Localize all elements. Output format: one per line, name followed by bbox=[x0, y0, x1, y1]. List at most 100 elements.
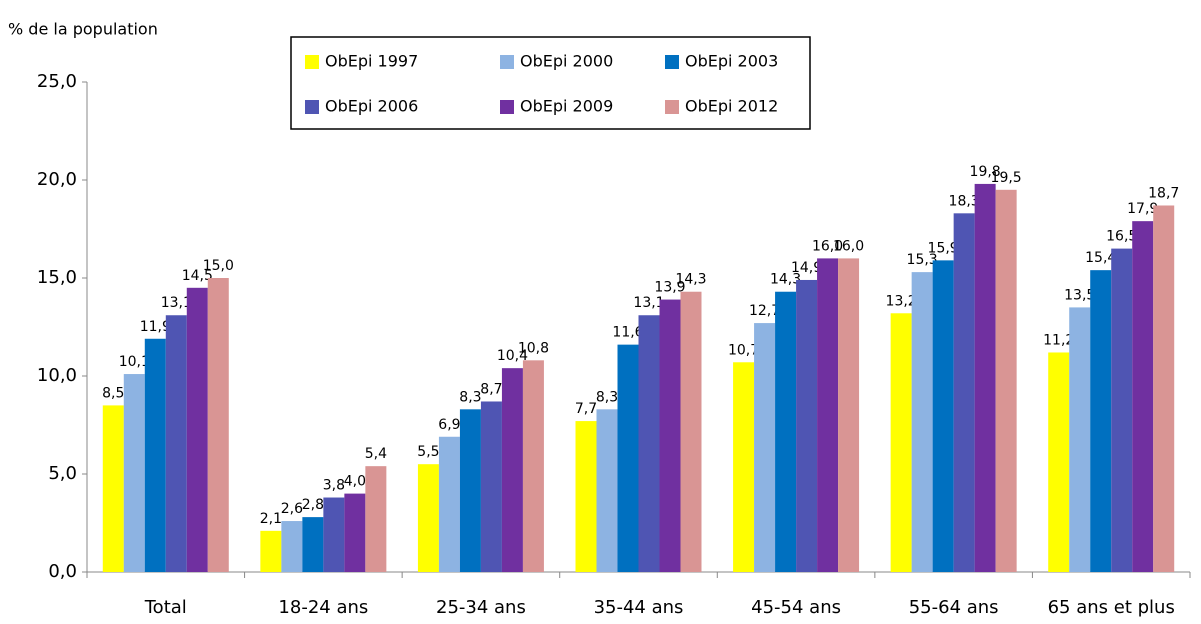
value-label: 8,5 bbox=[102, 385, 124, 401]
y-tick-label: 15,0 bbox=[37, 267, 77, 288]
bar bbox=[501, 368, 523, 572]
value-label: 6,9 bbox=[438, 417, 460, 433]
value-label: 5,4 bbox=[365, 446, 387, 462]
y-tick-label: 25,0 bbox=[37, 71, 77, 92]
value-label: 13,1 bbox=[633, 295, 664, 311]
bar bbox=[890, 313, 912, 572]
bar bbox=[1132, 221, 1154, 572]
bar bbox=[775, 291, 797, 572]
bar bbox=[323, 497, 345, 572]
legend-swatch bbox=[305, 55, 319, 69]
value-label: 3,8 bbox=[323, 478, 345, 494]
bar bbox=[165, 315, 187, 572]
value-label: 2,6 bbox=[281, 501, 303, 517]
value-label: 11,9 bbox=[140, 319, 171, 335]
bar bbox=[733, 362, 755, 572]
value-label: 11,6 bbox=[612, 325, 643, 341]
value-label: 15,3 bbox=[907, 252, 938, 268]
bar bbox=[302, 517, 324, 572]
x-tick-label: 55-64 ans bbox=[909, 597, 999, 618]
value-label: 2,8 bbox=[302, 497, 324, 513]
value-label: 10,7 bbox=[728, 342, 759, 358]
bar bbox=[1153, 205, 1175, 573]
x-tick-label: 25-34 ans bbox=[436, 597, 526, 618]
value-label: 16,0 bbox=[833, 238, 864, 254]
y-axis-label: % de la population bbox=[8, 20, 158, 39]
legend-box bbox=[290, 36, 811, 130]
bar bbox=[260, 530, 282, 572]
bar bbox=[522, 360, 544, 572]
bar bbox=[365, 466, 387, 572]
bar bbox=[123, 374, 145, 572]
value-label: 15,0 bbox=[203, 258, 234, 274]
value-label: 13,5 bbox=[1064, 287, 1095, 303]
value-label: 10,1 bbox=[119, 354, 150, 370]
value-label: 7,7 bbox=[575, 401, 597, 417]
y-tick-label: 10,0 bbox=[37, 365, 77, 386]
y-tick-label: 20,0 bbox=[37, 169, 77, 190]
value-label: 10,8 bbox=[518, 340, 549, 356]
value-label: 13,1 bbox=[161, 295, 192, 311]
bar bbox=[659, 299, 681, 572]
bar bbox=[186, 287, 208, 572]
value-label: 19,5 bbox=[991, 170, 1022, 186]
bar bbox=[680, 291, 702, 572]
value-label: 18,3 bbox=[949, 193, 980, 209]
y-tick-label: 0,0 bbox=[48, 561, 77, 582]
legend-label: ObEpi 2006 bbox=[325, 97, 418, 116]
value-label: 15,9 bbox=[928, 240, 959, 256]
bar bbox=[796, 279, 818, 572]
value-label: 13,9 bbox=[654, 280, 685, 296]
bar bbox=[344, 493, 366, 572]
x-tick-label: Total bbox=[144, 597, 187, 618]
bar bbox=[638, 315, 660, 572]
value-label: 16,5 bbox=[1106, 229, 1137, 245]
bar bbox=[480, 401, 502, 572]
bar bbox=[1090, 270, 1112, 572]
bar bbox=[102, 405, 124, 572]
legend-swatch bbox=[665, 55, 679, 69]
value-label: 14,9 bbox=[791, 260, 822, 276]
legend-swatch bbox=[665, 100, 679, 114]
bar bbox=[459, 409, 481, 572]
bar bbox=[438, 436, 460, 572]
bar bbox=[1048, 352, 1070, 572]
bar bbox=[596, 409, 618, 572]
legend-swatch bbox=[500, 55, 514, 69]
value-label: 16,0 bbox=[812, 238, 843, 254]
legend-label: ObEpi 2012 bbox=[685, 97, 778, 116]
legend-label: ObEpi 2009 bbox=[520, 97, 613, 116]
bar bbox=[995, 189, 1017, 573]
value-label: 18,7 bbox=[1148, 185, 1179, 201]
value-label: 12,7 bbox=[749, 303, 780, 319]
value-label: 8,3 bbox=[459, 389, 481, 405]
bar bbox=[207, 278, 229, 572]
value-label: 4,0 bbox=[344, 474, 366, 490]
bar bbox=[754, 323, 776, 572]
bar bbox=[911, 272, 933, 572]
value-label: 19,8 bbox=[970, 164, 1001, 180]
legend-label: ObEpi 1997 bbox=[325, 52, 418, 71]
legend-label: ObEpi 2003 bbox=[685, 52, 778, 71]
x-tick-label: 18-24 ans bbox=[278, 597, 368, 618]
bar bbox=[932, 260, 954, 572]
value-label: 14,3 bbox=[770, 272, 801, 288]
value-label: 10,4 bbox=[497, 348, 528, 364]
bar bbox=[1069, 307, 1091, 572]
legend-label: ObEpi 2000 bbox=[520, 52, 613, 71]
bar bbox=[838, 258, 860, 572]
bar bbox=[281, 521, 303, 572]
value-label: 11,2 bbox=[1043, 332, 1074, 348]
value-label: 14,3 bbox=[675, 272, 706, 288]
value-label: 15,4 bbox=[1085, 250, 1116, 266]
x-tick-label: 35-44 ans bbox=[594, 597, 684, 618]
value-label: 14,5 bbox=[182, 268, 213, 284]
bar bbox=[144, 338, 166, 572]
x-tick-label: 65 ans et plus bbox=[1048, 597, 1175, 618]
bar bbox=[953, 213, 975, 572]
bar bbox=[417, 464, 439, 572]
bar bbox=[1111, 248, 1133, 572]
bar bbox=[617, 344, 639, 572]
